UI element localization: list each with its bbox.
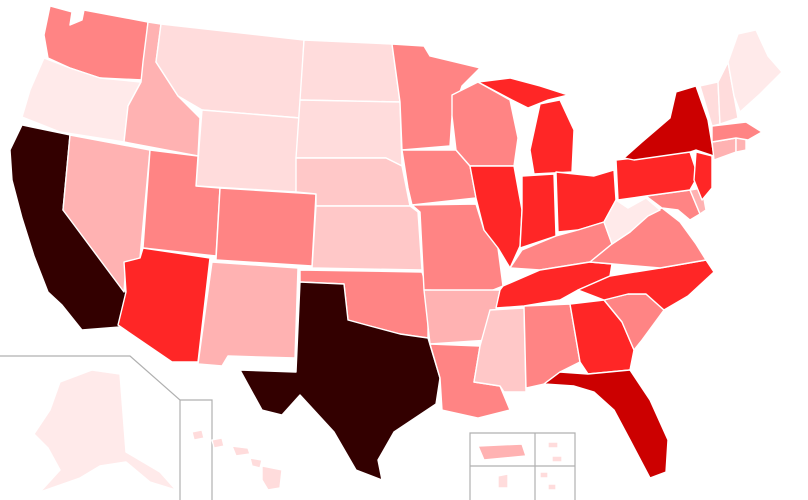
state-new-mexico[interactable] [197, 261, 299, 367]
territories-inset-border [469, 432, 576, 500]
territory-northern-mariana-islands[interactable] [539, 471, 557, 491]
state-kansas[interactable] [311, 205, 423, 271]
hawaii-inset-border [180, 399, 213, 500]
state-maine[interactable] [727, 29, 783, 113]
state-new-jersey[interactable] [693, 151, 713, 201]
state-michigan-upper[interactable] [477, 77, 569, 109]
territory-puerto-rico[interactable] [477, 443, 527, 461]
state-michigan[interactable] [529, 99, 575, 175]
state-new-hampshire[interactable] [717, 61, 739, 125]
state-north-dakota[interactable] [299, 39, 401, 103]
state-texas[interactable] [239, 281, 441, 481]
territory-guam[interactable] [497, 473, 509, 489]
state-west-virginia[interactable] [603, 197, 661, 245]
territory-virgin-islands[interactable] [547, 441, 563, 463]
state-colorado[interactable] [215, 187, 317, 267]
state-arizona[interactable] [117, 247, 211, 363]
state-alaska[interactable] [33, 369, 177, 493]
state-hawaii[interactable] [191, 429, 283, 491]
state-new-york[interactable] [623, 85, 715, 161]
state-massachusetts[interactable] [711, 121, 763, 143]
state-wyoming[interactable] [195, 109, 301, 193]
state-north-carolina[interactable] [577, 259, 715, 311]
state-florida[interactable] [543, 369, 669, 479]
alaska-inset-border [0, 355, 181, 500]
states [9, 5, 783, 493]
state-south-dakota[interactable] [295, 99, 403, 167]
inset-borders [0, 355, 576, 500]
state-indiana[interactable] [519, 173, 557, 249]
